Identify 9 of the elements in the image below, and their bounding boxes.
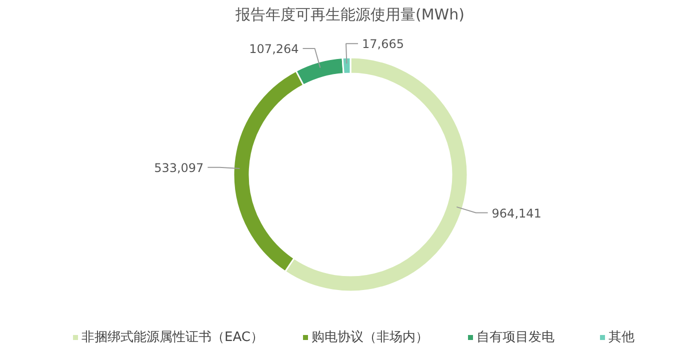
- legend-label: 自有项目发电: [476, 330, 554, 345]
- chart-title: 报告年度可再生能源使用量(MWh): [234, 6, 464, 24]
- data-label: 964,141: [492, 206, 542, 220]
- legend-label: 其他: [608, 330, 634, 345]
- data-label: 107,264: [249, 42, 299, 56]
- data-label: 533,097: [154, 160, 204, 175]
- legend-label: 非捆绑式能源属性证书（EAC）: [82, 330, 264, 345]
- data-label: 17,665: [362, 37, 404, 52]
- legend-label: 购电协议（非场内）: [312, 330, 428, 345]
